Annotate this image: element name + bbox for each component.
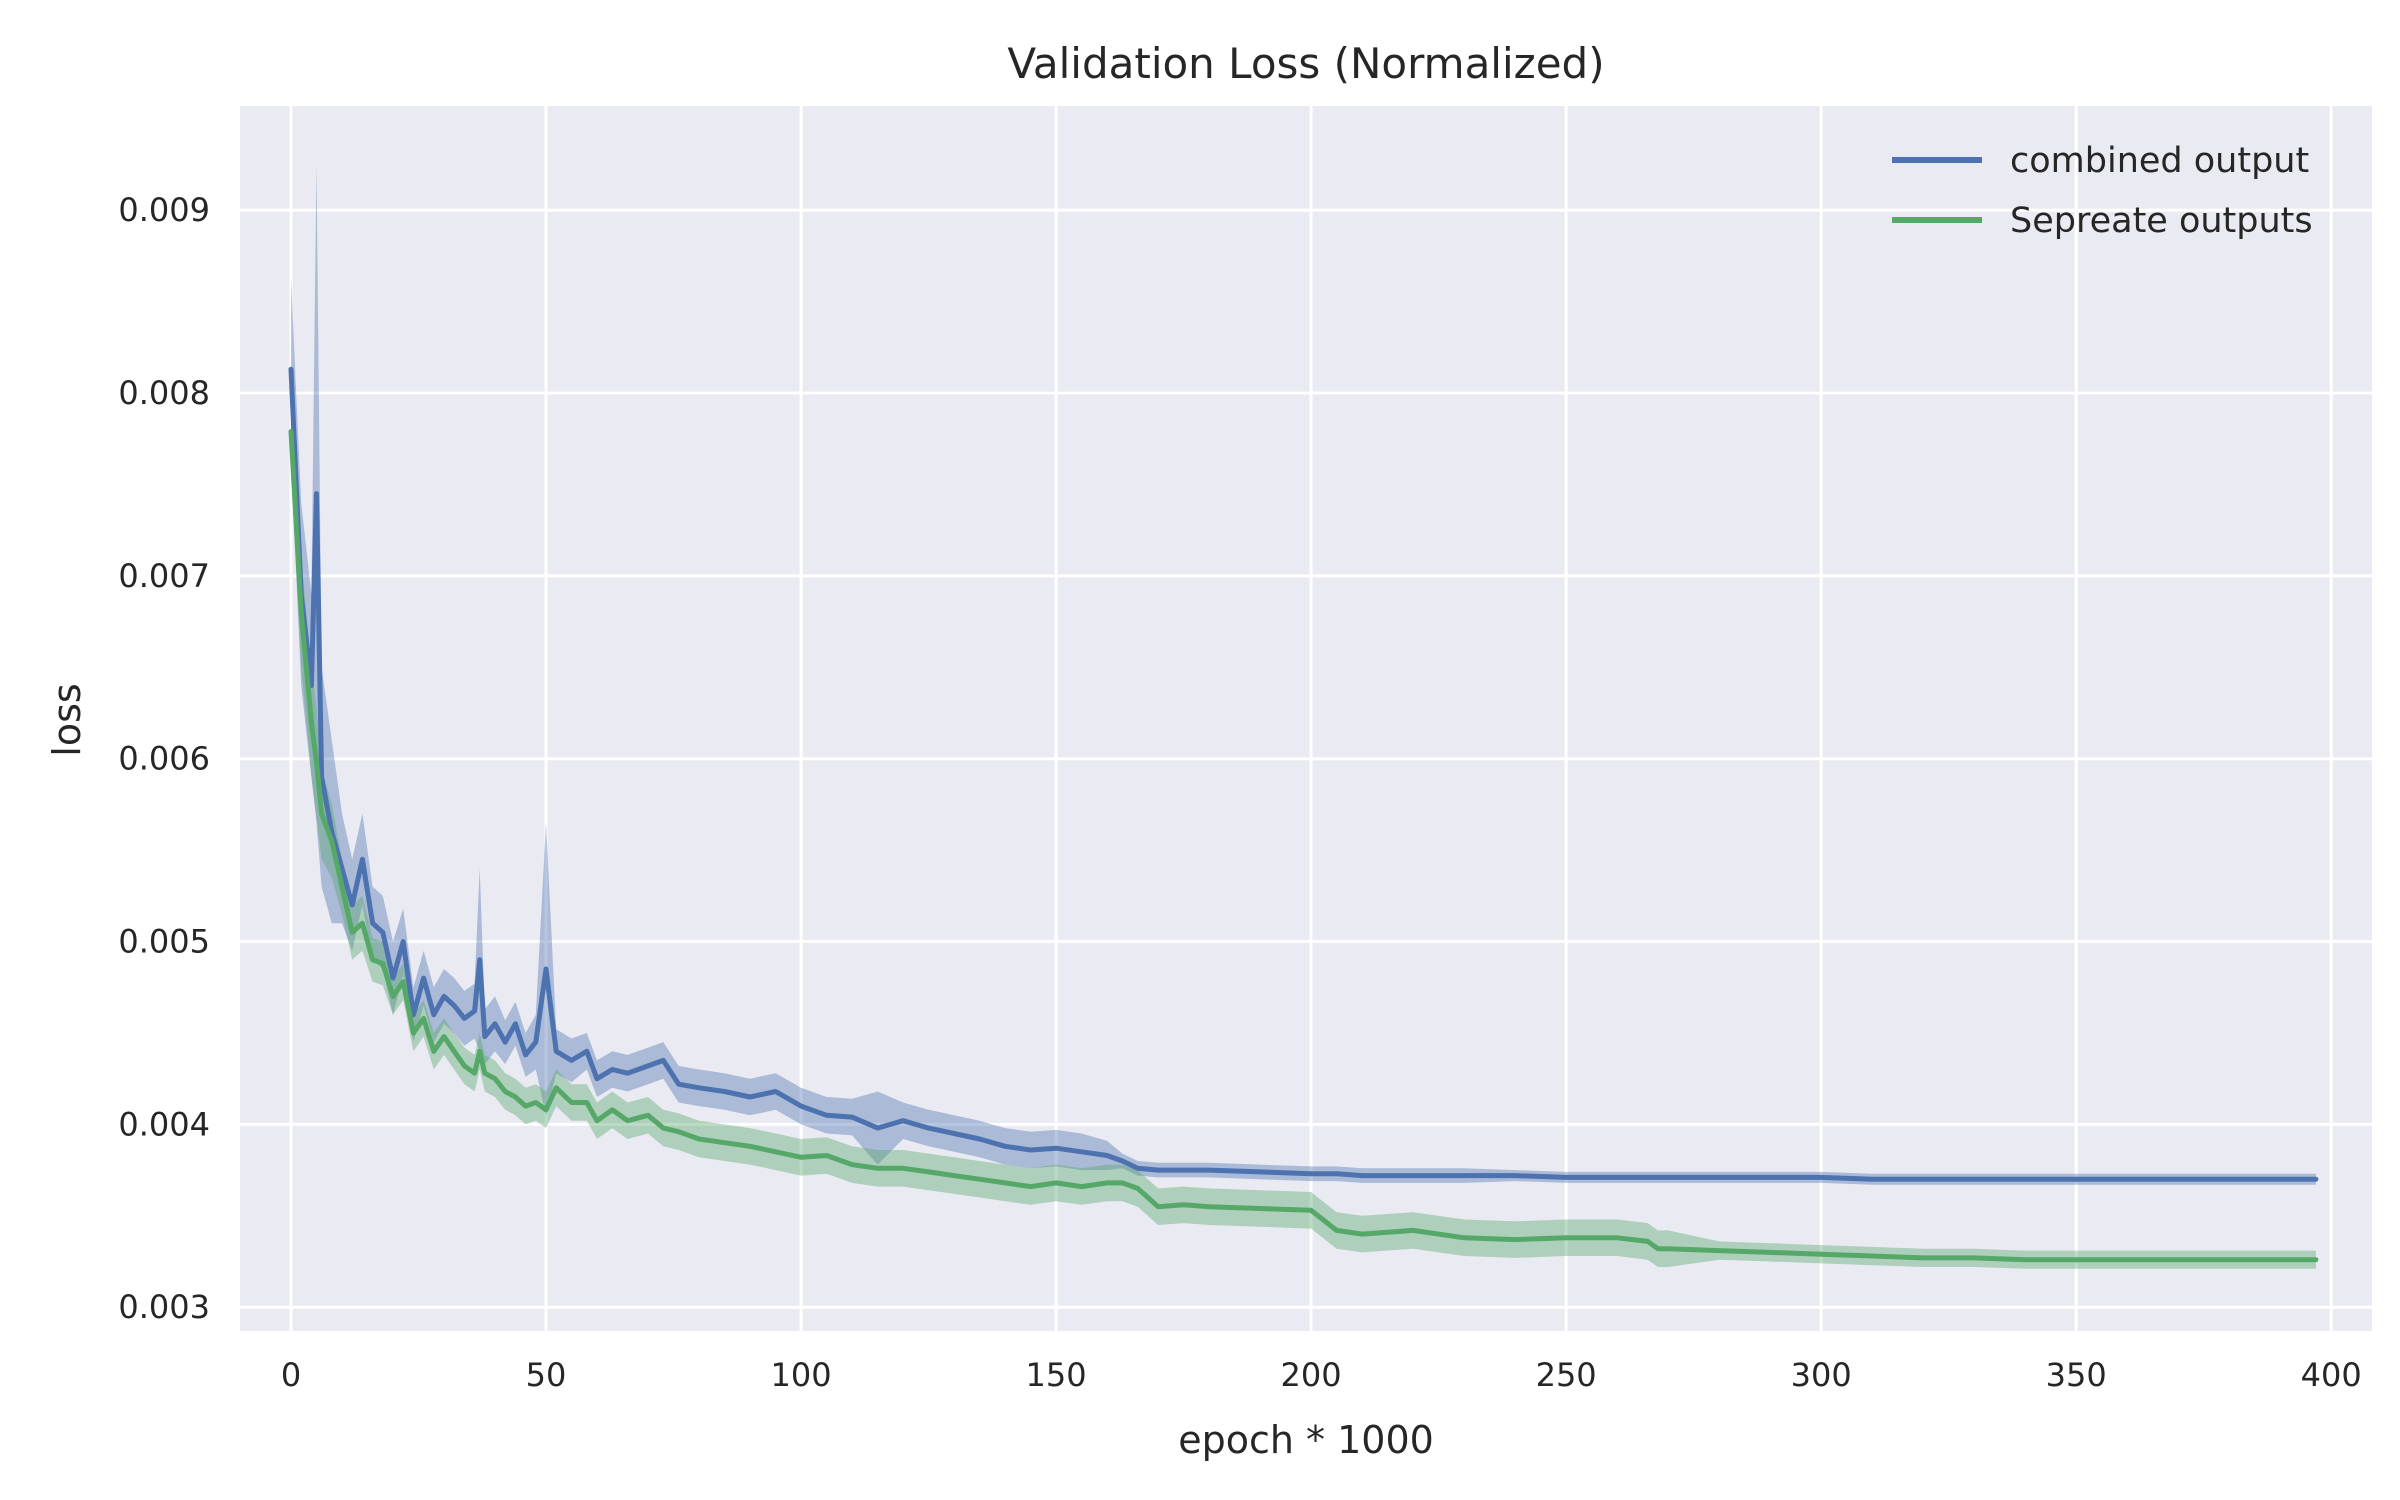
y-tick-label: 0.004 bbox=[118, 1105, 210, 1143]
grid bbox=[240, 106, 2372, 1331]
y-tick-labels: 0.003 0.004 0.005 0.006 0.007 0.008 0.009 bbox=[118, 191, 210, 1326]
x-tick-label: 50 bbox=[526, 1356, 567, 1394]
legend: combined output Sepreate outputs bbox=[1892, 141, 2313, 241]
legend-label-sepreate-outputs: Sepreate outputs bbox=[2010, 201, 2313, 241]
y-tick-label: 0.008 bbox=[118, 374, 210, 412]
x-tick-label: 400 bbox=[2301, 1356, 2362, 1394]
series-line-sepreate-outputs bbox=[288, 428, 2319, 1263]
chart-title: Validation Loss (Normalized) bbox=[1007, 39, 1604, 88]
x-tick-label: 350 bbox=[2046, 1356, 2107, 1394]
x-tick-labels: 0 50 100 150 200 250 300 350 400 bbox=[281, 1356, 2362, 1394]
x-tick-label: 250 bbox=[1536, 1356, 1597, 1394]
x-tick-label: 300 bbox=[1791, 1356, 1852, 1394]
y-tick-label: 0.003 bbox=[118, 1288, 210, 1326]
x-tick-label: 0 bbox=[281, 1356, 301, 1394]
y-tick-label: 0.007 bbox=[118, 557, 210, 595]
y-tick-label: 0.005 bbox=[118, 923, 210, 961]
x-axis-title: epoch * 1000 bbox=[1178, 1418, 1434, 1462]
plot-area bbox=[240, 106, 2372, 1331]
series-lines bbox=[288, 366, 2319, 1263]
legend-label-combined-output: combined output bbox=[2010, 141, 2309, 181]
series-line-combined-output bbox=[288, 366, 2319, 1182]
y-tick-label: 0.009 bbox=[118, 191, 210, 229]
y-axis-title: loss bbox=[45, 683, 89, 756]
y-tick-label: 0.006 bbox=[118, 740, 210, 778]
x-tick-label: 100 bbox=[771, 1356, 832, 1394]
x-tick-label: 200 bbox=[1281, 1356, 1342, 1394]
x-tick-label: 150 bbox=[1026, 1356, 1087, 1394]
